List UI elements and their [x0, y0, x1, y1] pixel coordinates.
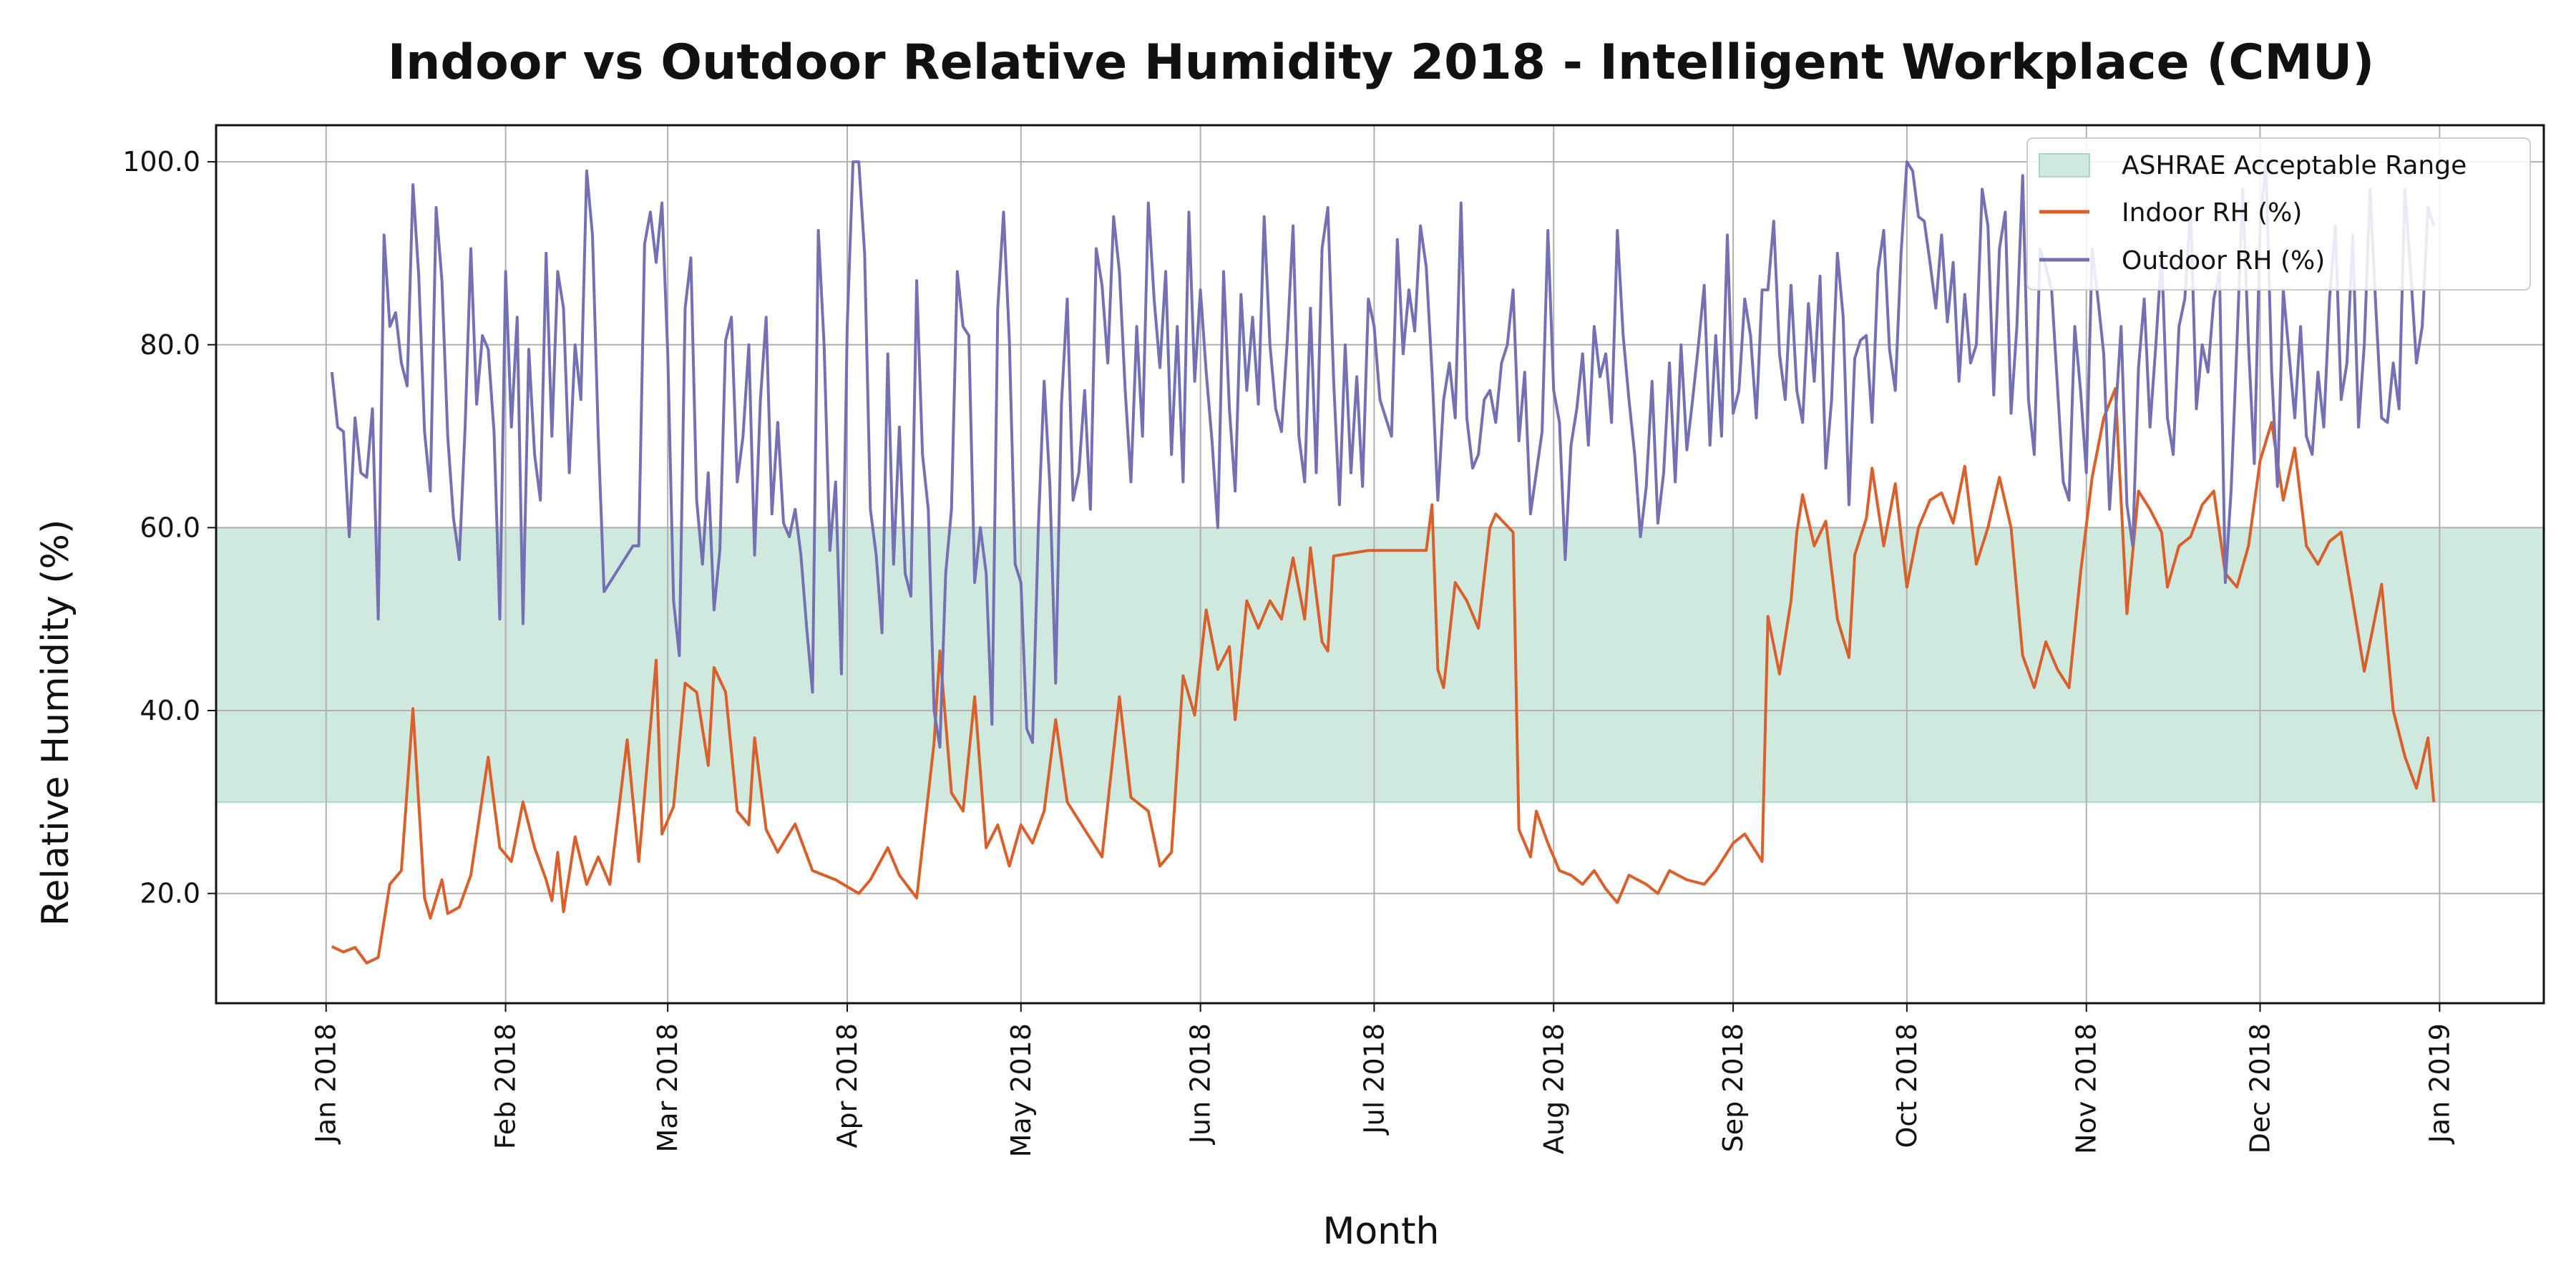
x-tick-label: Feb 2018	[490, 1023, 522, 1149]
x-tick-label: Nov 2018	[2071, 1023, 2102, 1154]
plot-area	[215, 124, 2545, 1005]
y-tick-label: 100.0	[122, 146, 200, 177]
plot-frame	[215, 124, 2545, 1005]
y-tick-label: 40.0	[140, 695, 200, 726]
legend-outdoor-label: Outdoor RH (%)	[2122, 246, 2325, 275]
x-tick-label: Sep 2018	[1717, 1023, 1749, 1152]
x-tick-label: Jul 2018	[1358, 1023, 1390, 1136]
x-tick-label: May 2018	[1005, 1023, 1037, 1157]
y-tick-label: 20.0	[140, 878, 200, 909]
x-tick-label: Oct 2018	[1891, 1023, 1923, 1148]
legend-band-swatch	[2039, 153, 2090, 177]
x-axis: Jan 2018 Feb 2018 Mar 2018 Apr 2018 May 2018…	[311, 1003, 2455, 1157]
x-axis-label: Month	[1323, 1210, 1440, 1253]
y-axis: 20.0 40.0 60.0 80.0 100.0	[122, 146, 216, 909]
x-tick-label: Dec 2018	[2244, 1023, 2275, 1153]
x-tick-label: Jan 2018	[311, 1023, 342, 1144]
ashrae-band	[215, 527, 2545, 803]
legend: ASHRAE Acceptable Range Indoor RH (%) Ou…	[2026, 137, 2531, 291]
legend-box	[2026, 137, 2531, 291]
legend-band-label: ASHRAE Acceptable Range	[2122, 151, 2467, 180]
x-tick-label: Jun 2018	[1185, 1023, 1216, 1145]
x-tick-label: Apr 2018	[831, 1023, 863, 1148]
x-tick-label: Jan 2019	[2424, 1023, 2455, 1144]
y-axis-label: Relative Humidity (%)	[34, 519, 77, 927]
x-tick-label: Mar 2018	[652, 1023, 683, 1152]
series-lines	[330, 160, 2436, 965]
y-tick-label: 60.0	[140, 512, 200, 543]
outdoor-rh-line	[330, 160, 2436, 749]
x-tick-label: Aug 2018	[1538, 1023, 1569, 1154]
legend-indoor-label: Indoor RH (%)	[2122, 198, 2302, 228]
indoor-rh-line	[331, 387, 2436, 965]
chart-title: Indoor vs Outdoor Relative Humidity 2018…	[388, 34, 2375, 91]
y-tick-label: 80.0	[140, 329, 200, 361]
